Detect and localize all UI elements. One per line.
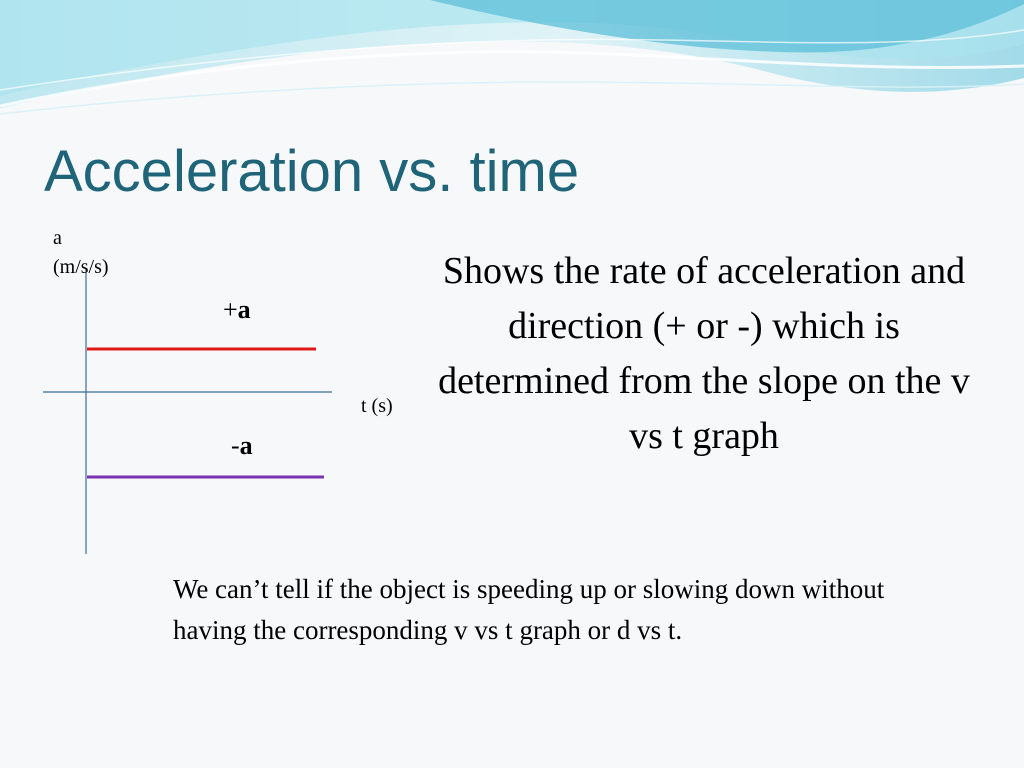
y-axis-label-symbol: a — [53, 227, 62, 249]
negative-letter: a — [240, 431, 253, 460]
slide-description: Shows the rate of acceleration and direc… — [438, 250, 970, 457]
negative-sign: - — [231, 431, 240, 460]
slide-title: Acceleration vs. time — [44, 139, 580, 204]
negative-acceleration-label: -a — [231, 431, 253, 460]
positive-letter: a — [238, 295, 251, 324]
slide-note: We can’t tell if the object is speeding … — [173, 574, 885, 645]
positive-sign: + — [223, 295, 238, 324]
header-wave-decoration — [0, 0, 1024, 115]
positive-acceleration-label: +a — [223, 295, 251, 324]
y-axis-label-unit: (m/s/s) — [53, 256, 109, 278]
x-axis-label: t (s) — [361, 395, 393, 417]
